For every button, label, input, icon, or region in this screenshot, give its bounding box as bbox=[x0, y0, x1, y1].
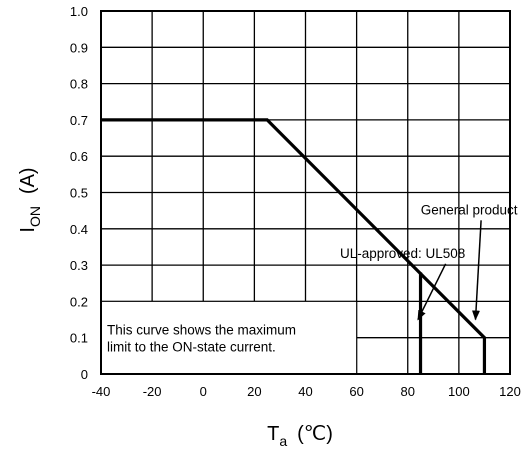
y-tick-labels: 0 0.1 0.2 0.3 0.4 0.5 0.6 0.7 0.8 0.9 1.0 bbox=[70, 4, 88, 382]
y-axis-label: ION (A) bbox=[17, 167, 43, 232]
plot-frame bbox=[100, 10, 511, 375]
x-tick-label: 0 bbox=[200, 384, 207, 399]
annotation-arrow-1 bbox=[417, 263, 447, 321]
x-axis-label-unit: (℃) bbox=[297, 423, 333, 445]
x-tick-labels: -40 -20 0 20 40 60 80 100 120 bbox=[92, 384, 521, 399]
y-axis-label-unit: (A) bbox=[17, 167, 39, 194]
y-tick-label: 1.0 bbox=[70, 4, 88, 19]
y-tick-label: 0.4 bbox=[70, 222, 88, 237]
annotations-layer: General product UL-approved: UL508 bbox=[340, 202, 518, 321]
y-axis-label-main: I bbox=[17, 227, 39, 233]
x-axis-label-sub: a bbox=[279, 433, 287, 449]
y-tick-label: 0.1 bbox=[70, 331, 88, 346]
y-tick-label: 0.5 bbox=[70, 186, 88, 201]
x-tick-label: -20 bbox=[143, 384, 162, 399]
y-tick-label: 0.6 bbox=[70, 149, 88, 164]
y-tick-label: 0.7 bbox=[70, 113, 88, 128]
series-layer bbox=[101, 118, 487, 374]
x-tick-label: 40 bbox=[298, 384, 312, 399]
y-tick-label: 0.2 bbox=[70, 294, 88, 309]
y-tick-label: 0 bbox=[81, 367, 88, 382]
x-tick-label: 80 bbox=[401, 384, 415, 399]
annotation-label-1: UL-approved: UL508 bbox=[340, 246, 465, 261]
annotation-label-0: General product bbox=[421, 202, 518, 217]
y-tick-label: 0.9 bbox=[70, 40, 88, 55]
note-text-line: limit to the ON-state current. bbox=[107, 339, 276, 354]
x-axis-label-main: T bbox=[267, 423, 279, 445]
y-tick-label: 0.8 bbox=[70, 77, 88, 92]
x-tick-label: 120 bbox=[499, 384, 521, 399]
y-tick-label: 0.3 bbox=[70, 258, 88, 273]
x-tick-label: 20 bbox=[247, 384, 261, 399]
x-tick-label: -40 bbox=[92, 384, 111, 399]
x-axis-label: Ta (℃) bbox=[267, 423, 333, 449]
y-axis-label-sub: ON bbox=[27, 206, 43, 227]
x-tick-label: 60 bbox=[349, 384, 363, 399]
series-line-0 bbox=[101, 118, 487, 374]
x-tick-label: 100 bbox=[448, 384, 470, 399]
note-text-line: This curve shows the maximum bbox=[107, 322, 296, 337]
note-box bbox=[100, 300, 358, 375]
note-layer: This curve shows the maximum limit to the… bbox=[100, 300, 358, 375]
annotation-arrow-0 bbox=[472, 220, 482, 321]
